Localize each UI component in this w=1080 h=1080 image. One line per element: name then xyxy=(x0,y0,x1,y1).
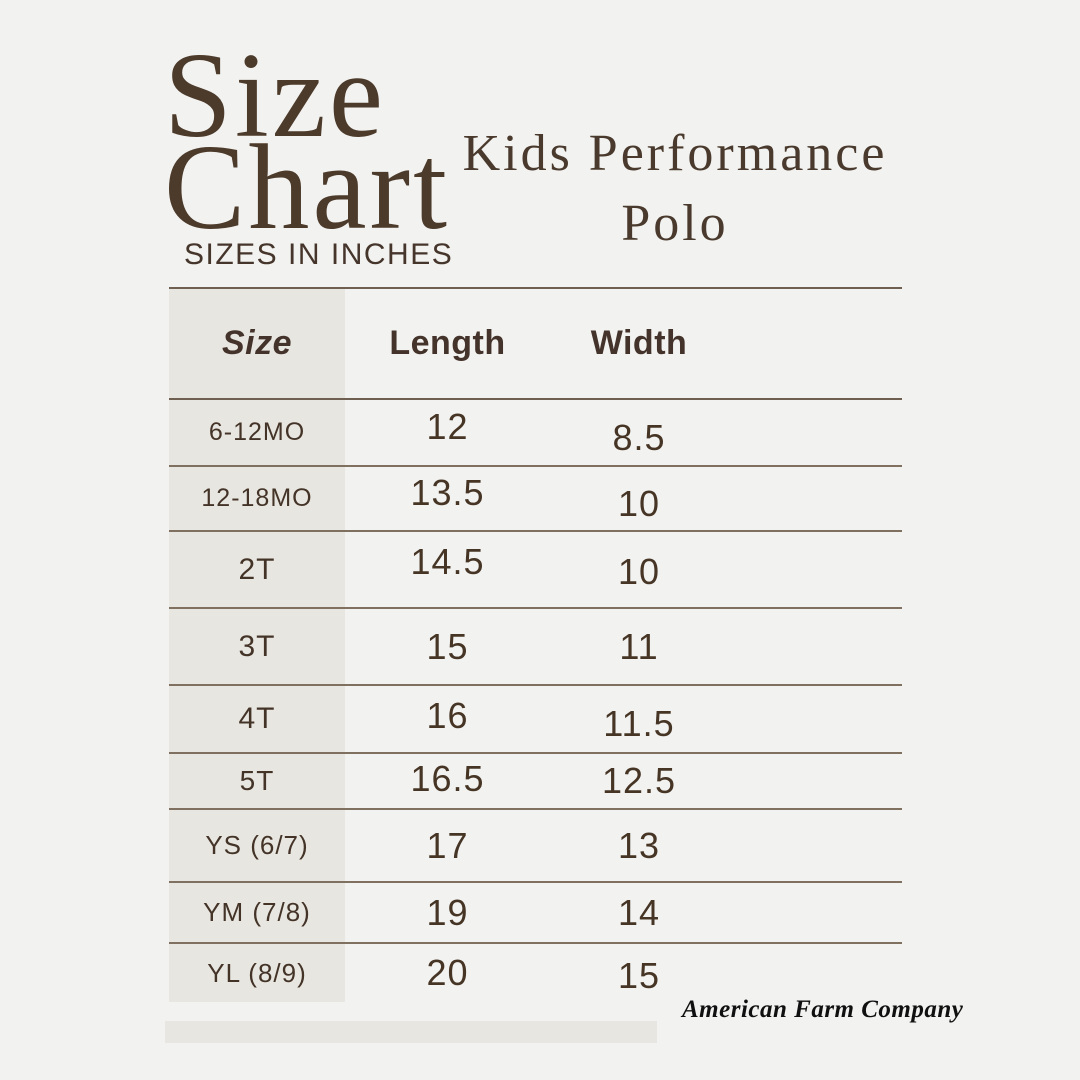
table-row: 5T 16.5 12.5 xyxy=(169,754,902,810)
empty-cell xyxy=(728,944,902,1002)
table-header-row: Size Length Width xyxy=(169,289,902,400)
empty-cell xyxy=(728,609,902,684)
width-cell: 11 xyxy=(619,625,659,667)
table-row: YL (8/9) 20 15 xyxy=(169,944,902,1002)
size-cell: YM (7/8) xyxy=(169,883,345,942)
length-cell: 15 xyxy=(426,625,469,667)
page-title-line1: Size xyxy=(164,28,387,163)
column-header-width: Width xyxy=(590,324,688,362)
table-row: YM (7/8) 19 14 xyxy=(169,883,902,944)
units-note: SIZES IN INCHES xyxy=(184,238,454,271)
column-header-spacer xyxy=(728,289,902,398)
page-title: Size Chart xyxy=(164,28,451,255)
length-cell: 16.5 xyxy=(410,758,485,799)
width-cell: 12.5 xyxy=(601,760,677,801)
size-cell: 5T xyxy=(169,754,345,808)
empty-cell xyxy=(728,532,902,607)
width-cell: 13 xyxy=(617,824,661,866)
length-cell: 17 xyxy=(426,824,469,866)
empty-cell xyxy=(728,686,902,752)
empty-cell xyxy=(728,883,902,942)
width-cell: 8.5 xyxy=(612,416,666,458)
width-cell: 10 xyxy=(617,482,661,524)
size-cell: 3T xyxy=(169,609,345,684)
length-cell: 12 xyxy=(426,405,469,447)
table-row: 2T 14.5 10 xyxy=(169,532,902,609)
width-cell: 10 xyxy=(617,550,661,592)
product-title: Kids Performance Polo xyxy=(462,125,888,252)
size-cell: 12-18MO xyxy=(169,467,345,530)
width-cell: 14 xyxy=(617,891,661,933)
size-table: Size Length Width 6-12MO 12 8.5 12-18MO … xyxy=(169,287,902,1002)
size-cell: YL (8/9) xyxy=(169,944,345,1002)
table-row: 12-18MO 13.5 10 xyxy=(169,467,902,532)
length-cell: 13.5 xyxy=(410,471,485,513)
width-cell: 11.5 xyxy=(603,703,675,744)
empty-cell xyxy=(728,754,902,808)
page-title-line2: Chart xyxy=(164,120,451,255)
table-row: YS (6/7) 17 13 xyxy=(169,810,902,883)
table-row: 4T 16 11.5 xyxy=(169,686,902,754)
size-cell: 4T xyxy=(169,686,345,752)
size-cell: 2T xyxy=(169,532,345,607)
empty-cell xyxy=(728,467,902,530)
length-cell: 20 xyxy=(426,952,469,993)
width-cell: 15 xyxy=(617,955,661,996)
brand-logo: American Farm Company xyxy=(682,996,964,1023)
empty-cell xyxy=(728,810,902,881)
size-cell: 6-12MO xyxy=(169,400,345,465)
column-header-size: Size xyxy=(169,289,345,398)
table-row: 3T 15 11 xyxy=(169,609,902,686)
column-header-length: Length xyxy=(389,324,506,362)
length-cell: 16 xyxy=(426,695,469,736)
size-cell: YS (6/7) xyxy=(169,810,345,881)
footer-accent-bar xyxy=(165,1021,657,1043)
table-row: 6-12MO 12 8.5 xyxy=(169,400,902,467)
length-cell: 19 xyxy=(426,891,469,933)
length-cell: 14.5 xyxy=(410,540,485,582)
empty-cell xyxy=(728,400,902,465)
